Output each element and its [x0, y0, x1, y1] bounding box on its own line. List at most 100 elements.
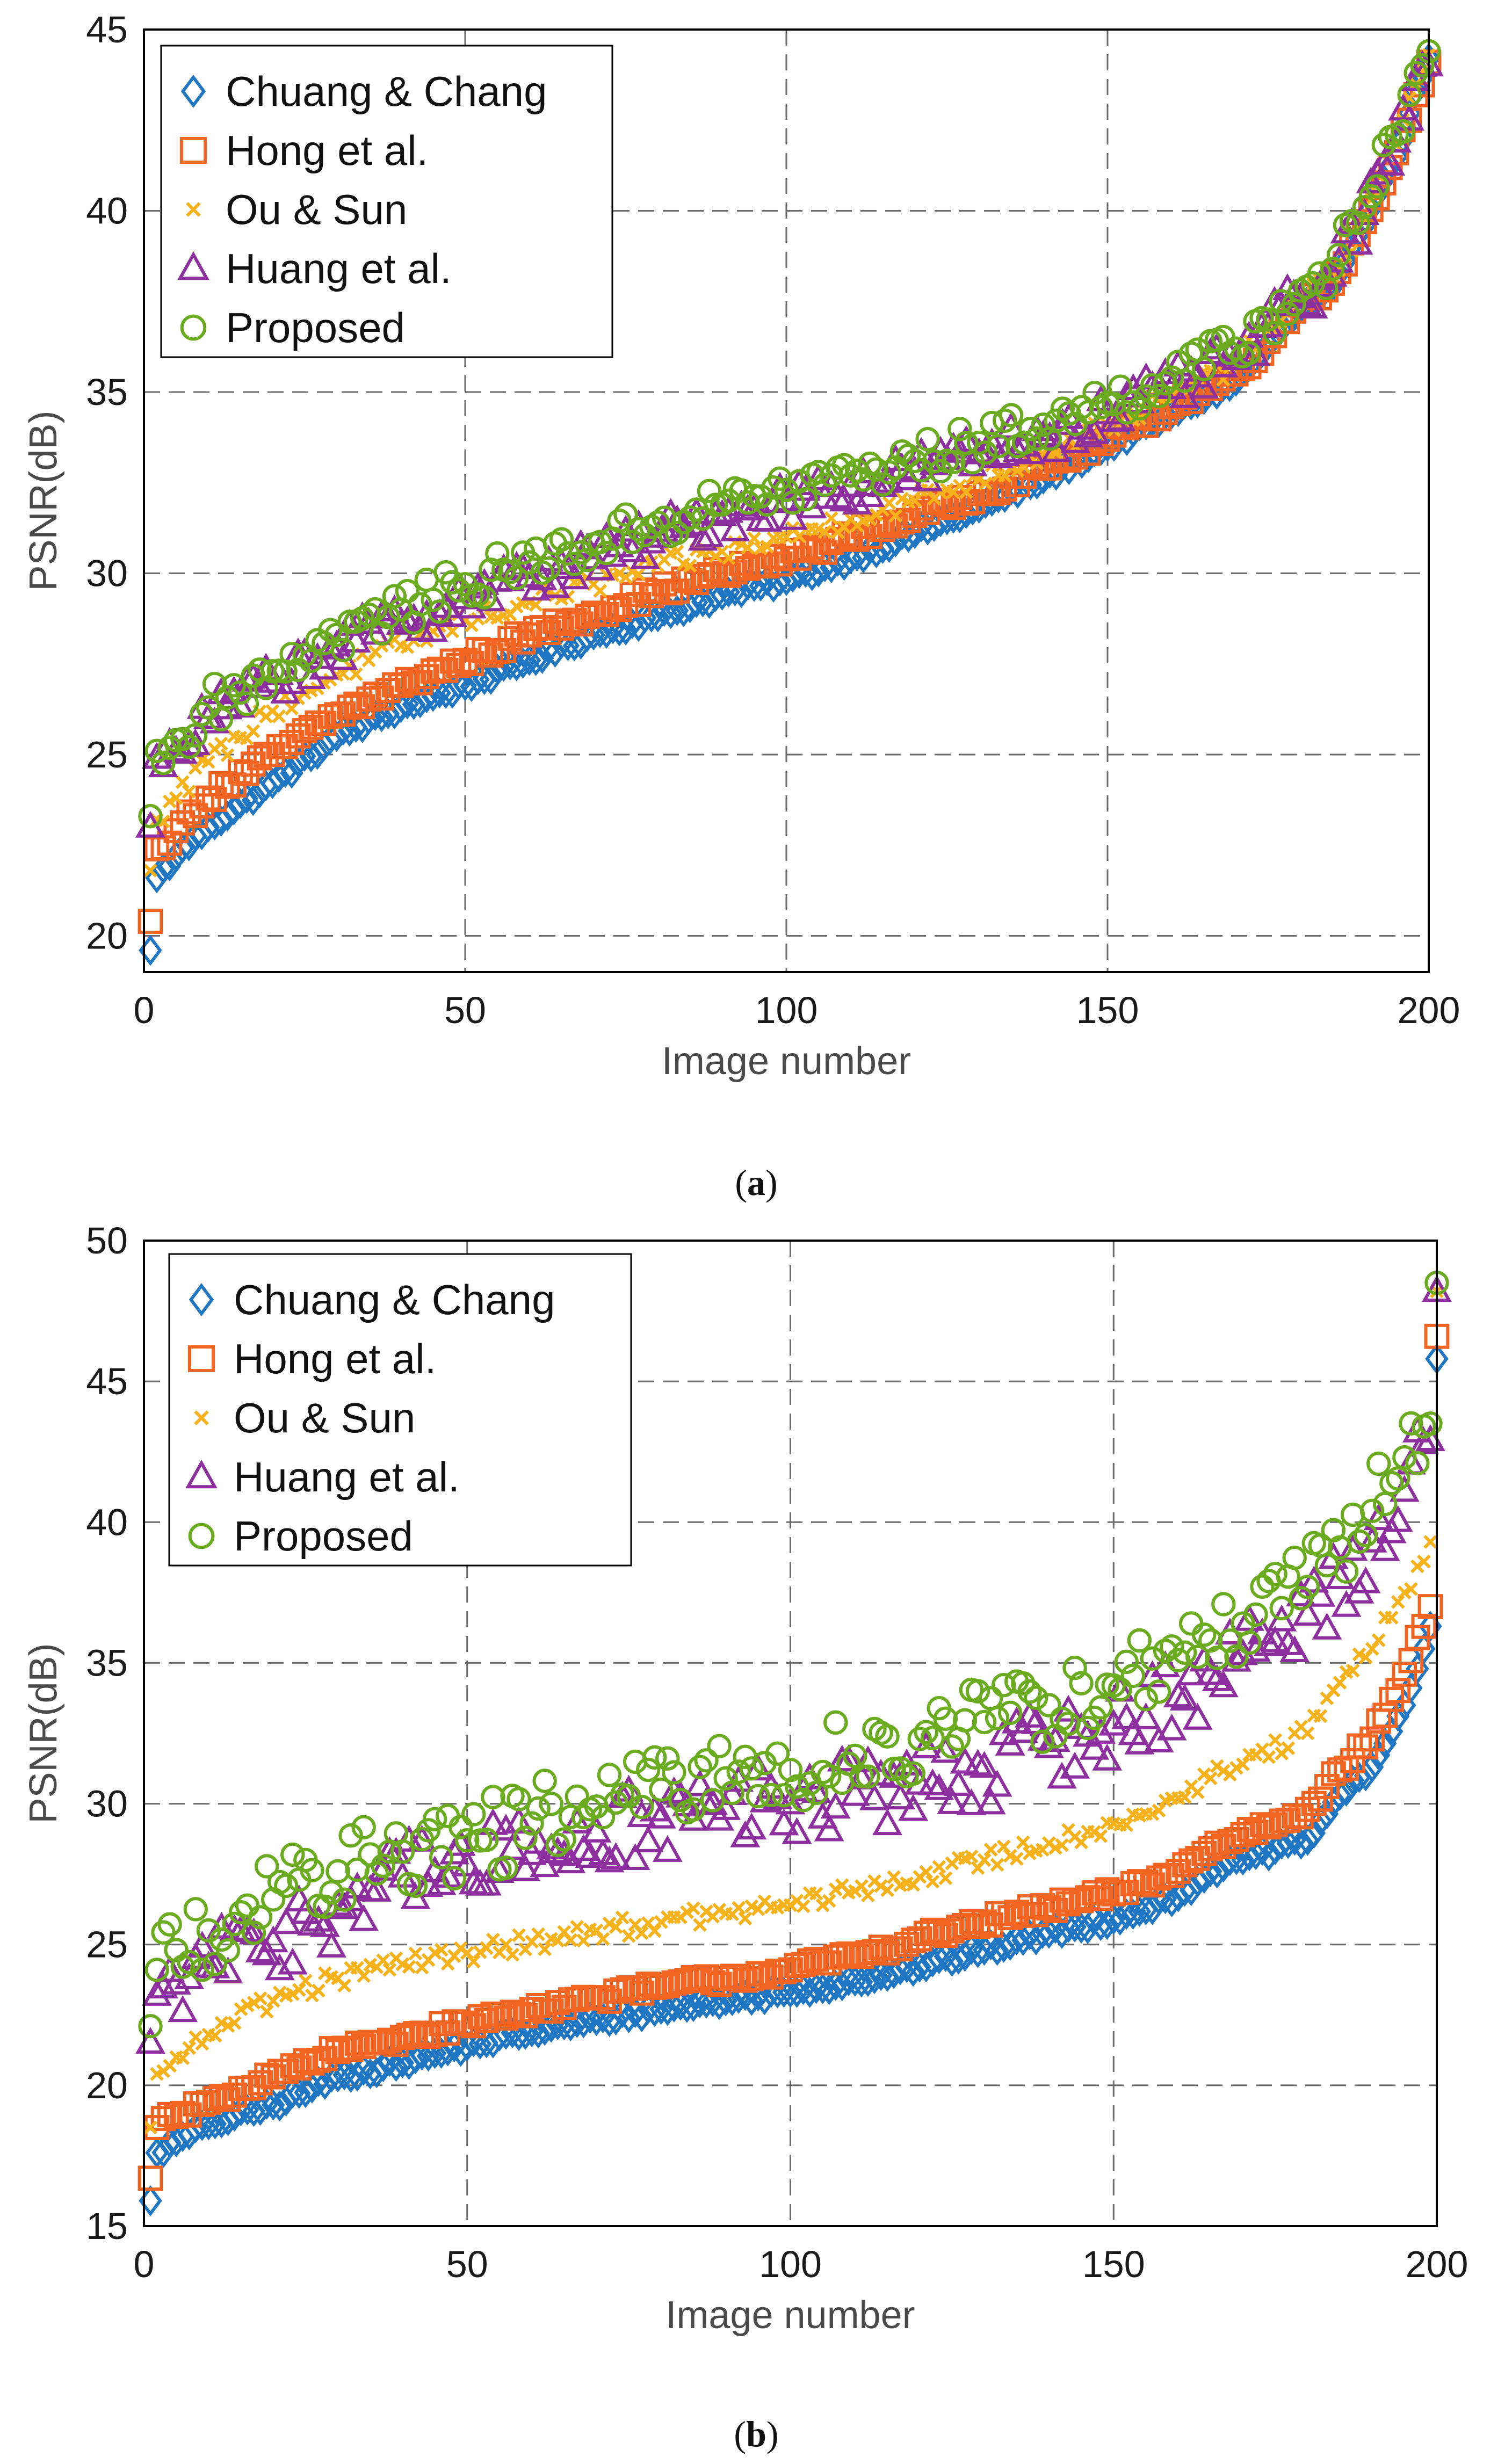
legend-marker-huang [185, 1459, 218, 1489]
data-point [908, 494, 922, 508]
data-point [307, 2066, 330, 2097]
data-point [325, 721, 349, 752]
x-tick-label: 100 [755, 989, 818, 1031]
data-point [1069, 1671, 1094, 1695]
data-point [202, 671, 227, 697]
data-point [594, 541, 619, 566]
data-point [965, 1679, 990, 1704]
data-point [138, 804, 163, 829]
data-point [1182, 1702, 1213, 1730]
data-point [1257, 1840, 1281, 1872]
data-point [403, 1873, 428, 1898]
data-point [532, 1769, 557, 1793]
caption-open-a: ( [735, 1162, 747, 1203]
data-point [1296, 1824, 1320, 1856]
data-point [707, 1989, 731, 2020]
data-point [299, 2050, 325, 2076]
data-point [921, 490, 947, 516]
caption-letter-b: b [746, 2414, 766, 2454]
data-point [293, 2048, 319, 2074]
data-point [533, 2014, 556, 2046]
data-point [1055, 1838, 1069, 1852]
data-point [494, 1856, 518, 1880]
data-point [356, 686, 382, 712]
data-point [859, 1783, 889, 1810]
data-point [868, 1934, 894, 1960]
data-point [920, 1917, 945, 1943]
data-point [274, 1873, 299, 1898]
data-point [656, 1995, 679, 2026]
data-point [1353, 1734, 1379, 1760]
data-point [370, 2030, 396, 2055]
data-point [300, 2072, 324, 2104]
data-point [258, 1925, 288, 1953]
data-point [1108, 374, 1133, 399]
data-point [461, 1802, 486, 1827]
legend-label-chuang: Chuang & Chang [226, 68, 547, 115]
data-point [1114, 1649, 1139, 1675]
data-point [1379, 1686, 1405, 1712]
data-point [1237, 1630, 1262, 1655]
data-point [1070, 447, 1094, 479]
data-point [504, 621, 530, 647]
y-tick-label: 40 [86, 190, 128, 232]
x-axis-label-a: Image number [662, 1040, 911, 1083]
data-point [1004, 1900, 1030, 1925]
legend-marker-proposed [188, 1523, 215, 1549]
data-point [1172, 1640, 1197, 1665]
data-point [1243, 1602, 1268, 1627]
data-point [390, 2047, 415, 2078]
data-point [388, 673, 414, 699]
data-point [1347, 1529, 1372, 1554]
data-point [1204, 1830, 1230, 1856]
data-point [621, 1929, 636, 1943]
data-point [222, 2082, 247, 2108]
data-point [540, 571, 570, 598]
data-point [1405, 1451, 1430, 1476]
data-point [1350, 1566, 1381, 1593]
data-point [459, 651, 484, 676]
data-point [765, 1741, 790, 1766]
y-tick-label: 20 [86, 2064, 128, 2106]
data-point [853, 1745, 883, 1773]
data-point [1087, 1825, 1102, 1839]
data-point [234, 691, 259, 716]
plot-frame-b [143, 1240, 1438, 2227]
data-point [1262, 321, 1287, 346]
data-point [1190, 1785, 1205, 1800]
data-point [187, 1931, 218, 1958]
data-point [901, 1955, 925, 1987]
legend-marker-hong [187, 1345, 215, 1373]
data-point [688, 524, 718, 551]
y-axis-label-b: PSNR(dB) [22, 1643, 65, 1823]
data-point [150, 2106, 176, 2132]
data-point [474, 1828, 499, 1852]
data-point [683, 559, 697, 573]
data-point [1169, 1684, 1200, 1711]
data-point [842, 487, 872, 514]
data-point [1386, 1466, 1410, 1491]
data-point [448, 1815, 473, 1839]
data-point [720, 1780, 744, 1805]
data-point [1055, 1891, 1081, 1917]
data-point [467, 2004, 493, 2030]
data-point [1272, 273, 1303, 300]
data-point [704, 581, 728, 612]
data-point [1262, 1812, 1288, 1838]
data-point [507, 2019, 531, 2051]
data-point [1371, 1633, 1386, 1648]
data-point [780, 490, 805, 515]
series-ou [143, 1284, 1444, 2135]
data-point [325, 1859, 350, 1884]
x-tick-label: 150 [1076, 989, 1139, 1031]
data-point [652, 1835, 683, 1862]
data-point [1036, 1895, 1062, 1921]
data-point [908, 495, 934, 521]
data-point [319, 2035, 344, 2061]
data-point [675, 1991, 699, 2023]
data-point [985, 1706, 1010, 1730]
data-point [977, 1853, 992, 1867]
data-point [626, 591, 652, 617]
data-point [925, 1874, 940, 1889]
